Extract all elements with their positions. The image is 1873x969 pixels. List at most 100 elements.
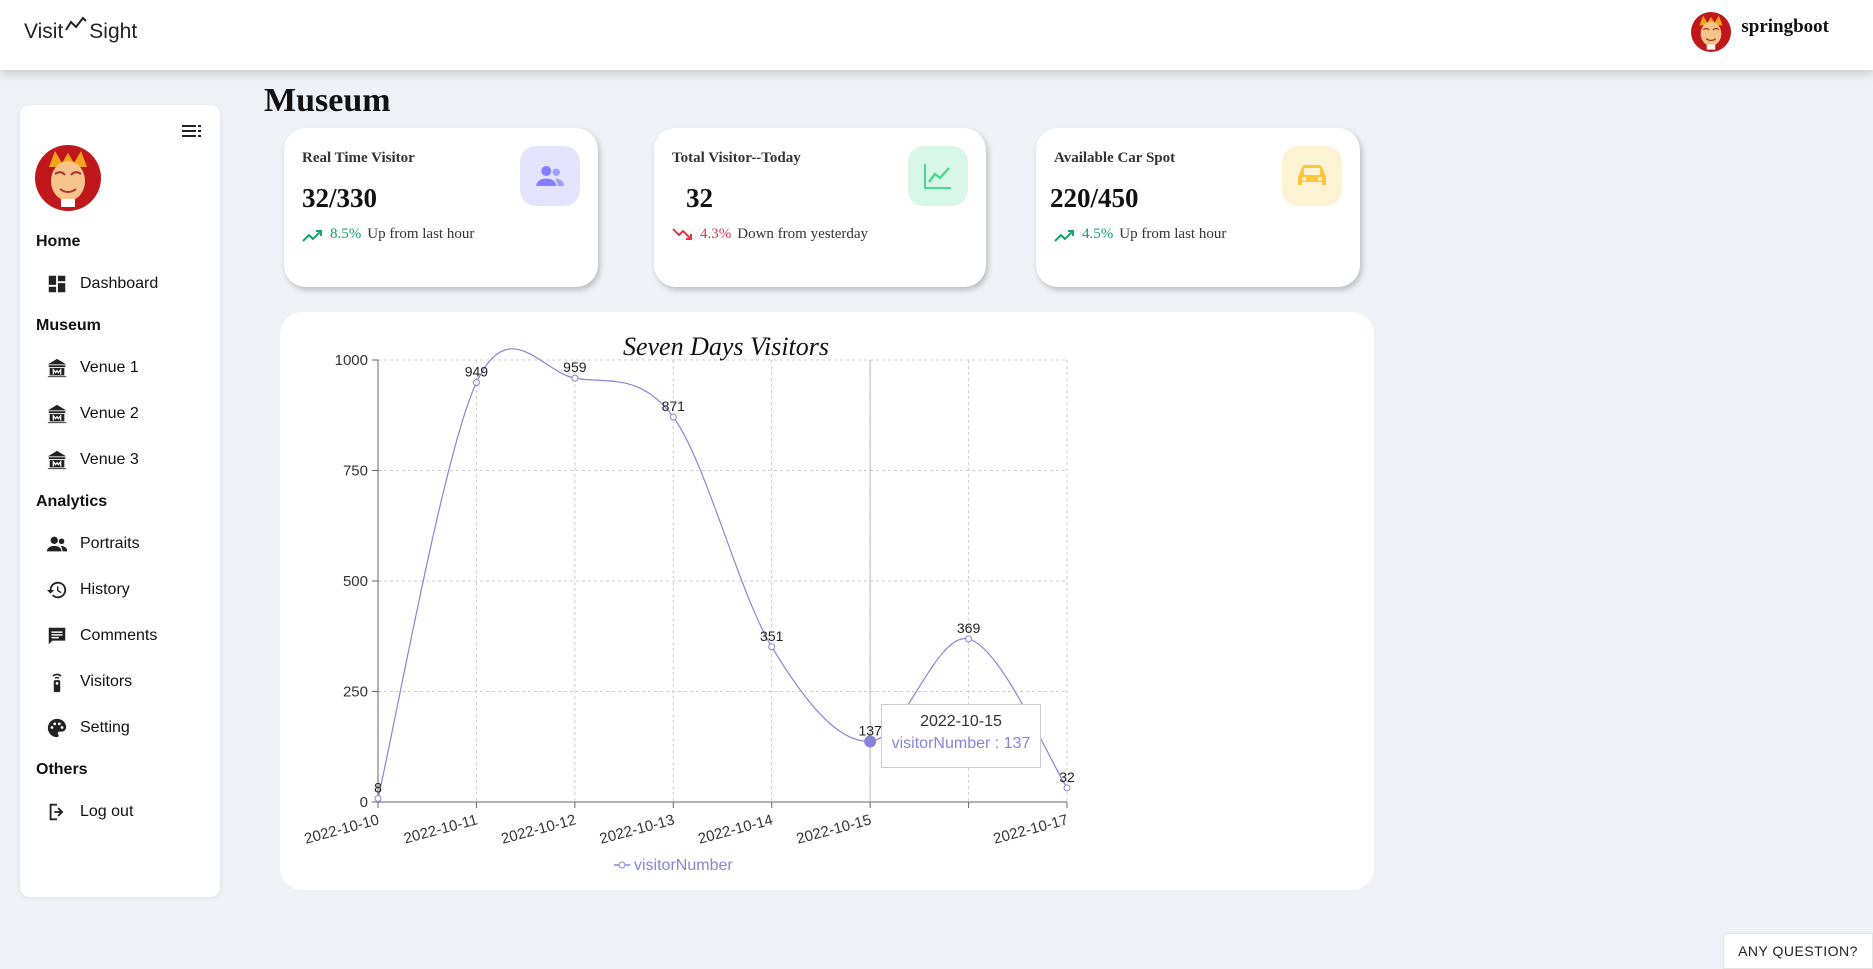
- data-label: 32: [1059, 769, 1075, 785]
- dashboard-icon: [48, 275, 66, 293]
- y-tick-label: 0: [360, 794, 368, 811]
- stat-card-car-spot: Available Car Spot 220/450 4.5% Up from …: [1036, 128, 1360, 287]
- sidebar-item-label: Visitors: [80, 673, 133, 690]
- people-icon: [536, 166, 564, 186]
- line-chart-icon: [924, 164, 951, 189]
- legend-label: visitorNumber: [634, 857, 733, 874]
- trend-up-icon: [302, 229, 322, 242]
- card-value: 32/330: [302, 183, 378, 213]
- sidebar-item-history[interactable]: History: [46, 575, 130, 605]
- sidebar-item-comments[interactable]: Comments: [46, 621, 157, 651]
- line-chart[interactable]: 0 250 500 750 1000 2022-10-10 2022-10-11 2022-1…: [280, 312, 1374, 890]
- user-menu[interactable]: springboot: [1691, 12, 1829, 52]
- logout-icon: [49, 803, 64, 821]
- museum-icon: [47, 358, 67, 378]
- data-point: [965, 635, 973, 643]
- chart-tooltip: 2022-10-15 visitorNumber : 137: [881, 704, 1041, 768]
- sidebar-item-venue-3[interactable]: Venue 3: [46, 445, 139, 475]
- sidebar-item-label: Portraits: [80, 535, 140, 552]
- card-value: 220/450: [1050, 183, 1139, 213]
- data-point-active: [864, 735, 877, 748]
- logo-text-left: Visit: [24, 20, 64, 43]
- data-label: 351: [760, 628, 784, 644]
- card-badge: [1282, 146, 1342, 206]
- remote-icon: [52, 673, 62, 693]
- trend-percent: 4.3%: [700, 226, 732, 242]
- profile-avatar[interactable]: [35, 145, 101, 211]
- sidebar-item-logout[interactable]: Log out: [46, 797, 133, 827]
- museum-icon: [47, 450, 67, 470]
- sidebar-item-visitors[interactable]: Visitors: [46, 667, 132, 697]
- card-badge: [520, 146, 580, 206]
- card-trend: 4.3% Down from yesterday: [672, 226, 868, 243]
- x-tick-label: 2022-10-14: [696, 811, 775, 847]
- card-trend: 8.5% Up from last hour: [302, 226, 474, 243]
- card-label: Available Car Spot: [1054, 150, 1176, 166]
- sidebar-item-venue-1[interactable]: Venue 1: [46, 353, 139, 383]
- tooltip-series-label: visitorNumber: [891, 735, 991, 752]
- sidebar-item-portraits[interactable]: Portraits: [46, 529, 140, 559]
- data-point: [669, 413, 677, 421]
- x-tick-label: 2022-10-10: [303, 811, 382, 847]
- series-line-visitorNumber: [377, 348, 1068, 799]
- logo-text-right: Sight: [89, 20, 138, 43]
- any-question-button[interactable]: ANY QUESTION?: [1723, 933, 1873, 969]
- history-icon: [46, 581, 67, 599]
- stat-card-total-visitor: Total Visitor--Today 32 4.3% Down from y…: [654, 128, 986, 287]
- username[interactable]: springboot: [1741, 16, 1829, 37]
- chart-panel: 0 250 500 750 1000 2022-10-10 2022-10-11 2022-1…: [280, 312, 1374, 890]
- card-value: 32: [686, 183, 713, 213]
- sidebar-item-dashboard[interactable]: Dashboard: [46, 269, 158, 299]
- menu-toggle-icon[interactable]: [182, 123, 202, 139]
- trend-percent: 8.5%: [330, 226, 362, 242]
- tooltip-value-number: 137: [1003, 735, 1031, 752]
- section-others: Others: [36, 761, 88, 778]
- sidebar-item-label: Dashboard: [80, 275, 159, 292]
- x-tick-label: 2022-10-15: [795, 811, 874, 847]
- data-label: 959: [563, 359, 587, 375]
- trend-text: Up from last hour: [367, 226, 475, 242]
- tooltip-value: visitorNumber : 137: [882, 735, 1040, 753]
- section-home: Home: [36, 233, 81, 250]
- y-tick-label: 1000: [335, 352, 368, 369]
- people-icon: [46, 536, 68, 552]
- y-tick-label: 750: [343, 463, 368, 480]
- data-label: 8: [374, 779, 382, 795]
- palette-icon: [47, 718, 67, 738]
- sidebar: Home Dashboard Museum Venue 1 Venue 2 Ve…: [20, 105, 220, 897]
- sidebar-item-label: History: [80, 581, 130, 598]
- car-icon: [1298, 165, 1326, 185]
- card-trend: 4.5% Up from last hour: [1054, 226, 1226, 243]
- chart-title: Seven Days Visitors: [623, 332, 829, 361]
- trend-percent: 4.5%: [1082, 226, 1114, 242]
- sidebar-item-label: Setting: [80, 719, 130, 736]
- museum-icon: [47, 404, 67, 424]
- y-tick-label: 500: [343, 573, 368, 590]
- sidebar-item-venue-2[interactable]: Venue 2: [46, 399, 139, 429]
- card-label: Total Visitor--Today: [672, 150, 801, 166]
- sidebar-item-label: Comments: [80, 627, 158, 644]
- data-label: 137: [858, 722, 882, 738]
- data-point: [571, 374, 579, 382]
- trend-up-icon: [1054, 229, 1074, 242]
- x-tick-label: 2022-10-13: [598, 811, 677, 847]
- top-bar: Visit Sight springboot: [0, 0, 1873, 70]
- sidebar-item-setting[interactable]: Setting: [46, 713, 130, 743]
- tooltip-date: 2022-10-15: [920, 713, 1002, 730]
- data-point: [1063, 784, 1071, 792]
- y-tick-label: 250: [343, 684, 368, 701]
- avatar[interactable]: [1691, 12, 1732, 52]
- logo-chart-icon: [65, 16, 88, 40]
- card-label: Real Time Visitor: [302, 150, 415, 166]
- x-tick-label: 2022-10-17: [992, 811, 1071, 847]
- stat-card-real-time-visitor: Real Time Visitor 32/330 8.5% Up from la…: [284, 128, 598, 287]
- trend-down-icon: [672, 227, 692, 240]
- x-tick-label: 2022-10-11: [402, 811, 479, 847]
- data-label: 871: [662, 398, 686, 414]
- x-tick-label: 2022-10-12: [499, 811, 578, 847]
- section-analytics: Analytics: [36, 493, 108, 510]
- data-label: 949: [465, 364, 489, 380]
- app-logo[interactable]: Visit Sight: [24, 16, 138, 44]
- sidebar-item-label: Venue 2: [80, 405, 139, 422]
- comment-icon: [48, 627, 66, 645]
